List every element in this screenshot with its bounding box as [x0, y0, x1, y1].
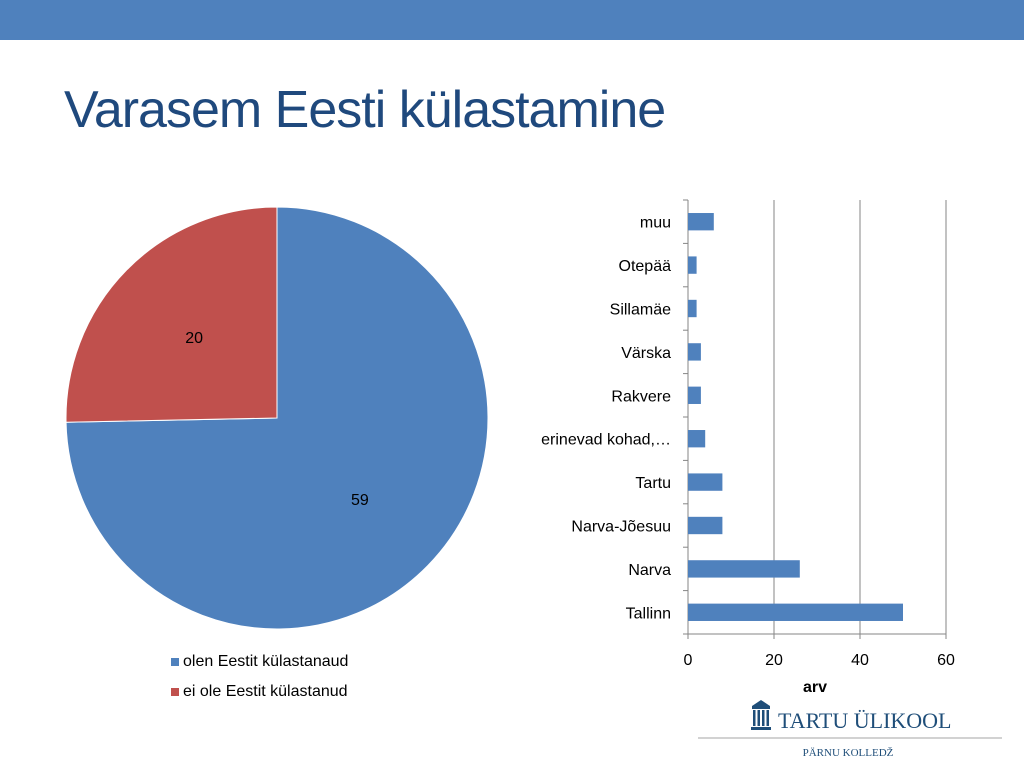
bar-tick-labels: 0 20 40 60: [684, 652, 955, 669]
pie-slice: [65, 206, 278, 423]
legend-label: olen Eestit külastanaud: [183, 653, 348, 670]
category-label: Narva-Jõesuu: [571, 519, 671, 536]
university-building-icon: [751, 700, 771, 730]
category-label: Sillamäe: [610, 302, 671, 319]
bar: [688, 343, 701, 361]
category-label: Tartu: [635, 475, 671, 492]
x-tick-label: 40: [851, 652, 869, 669]
bar: [688, 603, 903, 621]
bar: [688, 256, 697, 274]
bar: [688, 299, 697, 318]
bar: [688, 213, 714, 231]
bar-x-axis-label: arv: [803, 679, 827, 696]
x-tick-label: 60: [937, 652, 955, 669]
bar: [688, 560, 800, 578]
pie-slices: [65, 206, 489, 630]
pie-data-label: 59: [351, 492, 369, 509]
category-label: Tallinn: [626, 605, 671, 622]
x-tick-label: 0: [684, 652, 693, 669]
slide-title: Varasem Eesti külastamine: [64, 81, 666, 139]
pie-data-labels: 59 20: [185, 330, 369, 509]
category-label: Rakvere: [611, 388, 671, 405]
category-label: erinevad kohad,…: [541, 432, 671, 449]
bar: [688, 516, 723, 535]
bar-category-labels: Tallinn Narva Narva-Jõesuu Tartu erinevad ko…: [541, 215, 671, 623]
category-label: Narva: [628, 562, 671, 579]
logo-subtitle: PÄRNU KOLLEDŽ: [803, 747, 894, 759]
bar: [688, 386, 701, 404]
header-bar: [0, 0, 1024, 40]
bar: [688, 473, 723, 491]
pie-data-label: 20: [185, 330, 203, 347]
category-label: Otepää: [619, 258, 672, 275]
category-label: muu: [640, 215, 671, 232]
bar-chart: Tallinn Narva Narva-Jõesuu Tartu erinevad ko…: [541, 199, 955, 696]
x-tick-label: 20: [765, 652, 783, 669]
pie-legend: olen Eestit külastanaud ei ole Eestit kül…: [171, 653, 348, 700]
legend-label: ei ole Eestit külastanud: [183, 683, 348, 700]
pie-chart: 59 20 olen Eestit külastanaud ei ole Eesti…: [65, 206, 489, 700]
pie-slice: [65, 206, 489, 630]
legend-swatch: [171, 688, 179, 696]
legend-swatch: [171, 658, 179, 666]
category-label: Värska: [621, 345, 671, 362]
tartu-ulikool-logo: TARTU ÜLIKOOL PÄRNU KOLLEDŽ: [698, 700, 1002, 764]
bar: [688, 430, 706, 448]
logo-name: TARTU ÜLIKOOL: [778, 708, 952, 733]
bar-bars: [688, 213, 903, 621]
